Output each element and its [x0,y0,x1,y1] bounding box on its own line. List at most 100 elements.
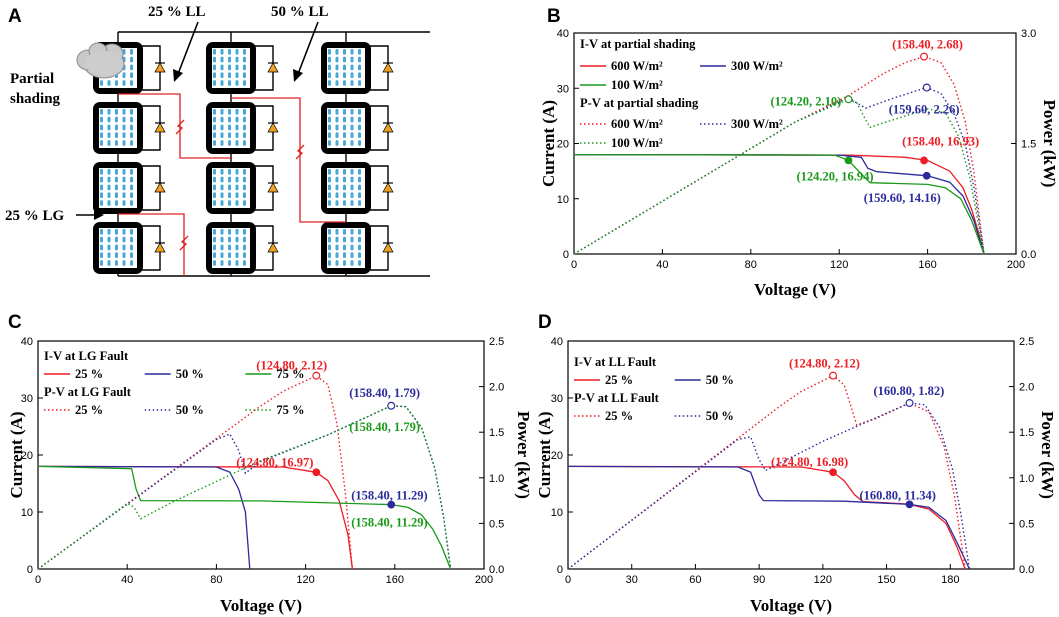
panel-label-a: A [8,6,22,27]
bypass-diode-icon [154,62,166,73]
pv-curve-red [573,55,985,255]
partial-shading-label-line2: shading [10,91,61,107]
y-tick-label: 30 [557,83,569,95]
y2-tick-label: 0.0 [1019,564,1034,576]
data-point-marker [920,52,929,61]
lg25-label: 25 % LG [5,208,65,224]
data-point-marker [922,171,931,180]
y2-tick-label: 2.5 [1019,336,1034,348]
legend-label: 25 % [75,403,103,417]
bypass-diode-icon [267,122,279,133]
x-tick-label: 160 [918,259,936,271]
x-tick-label: 40 [656,259,668,271]
data-annotation: (124.20, 2.10) [770,94,841,108]
legend-label: 300 W/m² [731,117,783,131]
y-tick-label: 30 [551,393,563,405]
legend-label: 75 % [276,403,304,417]
legend-label: 75 % [276,367,304,381]
pv-curve-green [573,98,985,255]
y-tick-label: 40 [21,336,33,348]
bypass-diode-icon [267,242,279,253]
x-tick-label: 0 [565,574,571,586]
pv-curve-green [37,405,452,570]
data-point-marker [905,500,914,509]
y-tick-label: 40 [551,336,563,348]
panel-label-c: C [8,312,22,333]
y2-axis-title: Power (kW) [1040,100,1059,188]
pv-module-icon [206,102,256,154]
y2-tick-label: 1.0 [489,473,504,485]
panel-label-b: B [547,6,561,27]
data-annotation: (158.40, 16.93) [902,134,979,148]
data-annotation: (159.60, 2.26) [889,103,960,117]
bypass-diode-icon [267,182,279,193]
y2-axis-title: Power (kW) [514,411,533,499]
legend-label: 50 % [176,403,204,417]
x-tick-label: 120 [814,574,832,586]
y-tick-label: 40 [557,28,569,40]
ll50-arrow-icon [293,21,319,82]
legend: I-V at LL Fault P-V at LL Fault 25 % 50 % 25… [574,355,734,423]
pv-curve-blue [567,402,971,570]
y-tick-label: 0 [27,564,33,576]
lg25-arrow-icon [76,210,104,220]
bypass-diode-icon [154,182,166,193]
data-annotation: (158.40, 1.79) [349,420,420,434]
data-annotation: (124.80, 2.12) [789,357,860,371]
y2-tick-label: 1.5 [1021,139,1036,151]
pv-module-icon [93,162,143,214]
y2-tick-label: 0.0 [1021,249,1036,261]
y-tick-label: 20 [21,450,33,462]
data-annotation: (158.40, 2.68) [892,38,963,52]
x-tick-label: 120 [830,259,848,271]
bypass-diode-icon [382,122,394,133]
partial-shading-label-line1: Partial [10,71,54,87]
chart-c: C 0 40 80 120 160 200 0 10 20 30 40 0.0 0.5 1.0 1.5 2.0… [7,312,533,615]
fault-spark-icon [295,144,305,160]
pv-module-icon [206,162,256,214]
pv-module-icon [206,222,256,274]
y-tick-label: 10 [557,194,569,206]
fault-spark-icon [175,119,185,135]
array-modules [93,42,394,274]
data-annotation: (124.80, 16.98) [771,455,848,469]
data-annotation: (160.80, 11.34) [860,488,936,502]
x-tick-label: 30 [626,574,638,586]
x-axis-title: Voltage (V) [220,596,302,615]
data-annotation: (160.80, 1.82) [874,384,945,398]
x-axis-title: Voltage (V) [754,280,836,299]
y-axis-title: Current (A) [7,411,26,498]
y2-tick-label: 2.0 [489,382,504,394]
x-tick-label: 80 [745,259,757,271]
data-point-marker [312,468,321,477]
data-point-marker [829,468,837,477]
x-tick-label: 160 [386,574,404,586]
pv-module-icon [93,222,143,274]
legend-title-iv: I-V at LG Fault [44,349,129,363]
iv-curve-red [37,465,354,570]
bypass-diode-icon [382,242,394,253]
x-tick-label: 90 [753,574,765,586]
pv-module-icon [321,222,371,274]
x-tick-label: 150 [877,574,895,586]
legend-title-iv: I-V at partial shading [580,37,696,51]
bypass-diode-icon [382,182,394,193]
data-point-marker [844,95,853,104]
iv-curve-blue [37,465,251,570]
data-point-marker [905,399,914,408]
y-tick-label: 0 [563,249,569,261]
bypass-diode-icon [267,62,279,73]
legend: I-V at LG Fault P-V at LG Fault 25 % 50 % 75… [44,349,305,417]
legend-label: 600 W/m² [611,59,663,73]
legend-title-pv: P-V at LG Fault [44,385,132,399]
data-annotation: (158.40, 11.29) [351,489,427,503]
bypass-diode-icon [154,122,166,133]
ll25-arrow-icon [173,21,199,82]
fault-spark-icon [179,235,189,251]
legend-label: 100 W/m² [611,136,663,150]
legend-label: 25 % [605,409,633,423]
x-tick-label: 60 [689,574,701,586]
iv-curve-blue [573,153,985,255]
x-tick-label: 80 [210,574,222,586]
y-tick-label: 10 [551,507,563,519]
